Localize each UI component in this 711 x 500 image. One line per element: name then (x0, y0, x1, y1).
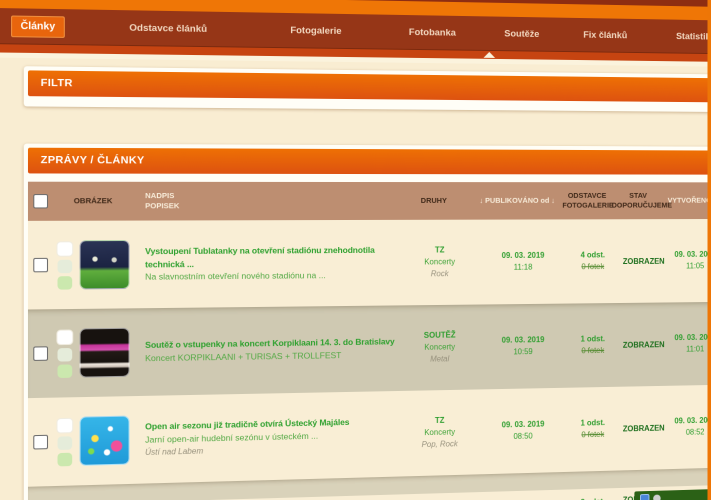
column-header-publikovano[interactable]: ↓ PUBLIKOVÁNO od ↓ (479, 195, 555, 205)
status-badge[interactable]: ZOBRAZEN (622, 423, 665, 433)
table-row: Vystoupení Tublatanky na otevření stadió… (27, 218, 708, 310)
row-status-swatches (53, 417, 76, 466)
photo-count: 0 fotek (581, 429, 605, 440)
swatch-green[interactable] (57, 452, 73, 466)
column-header-vytvoreno[interactable]: VYTVOŘENO (667, 195, 708, 205)
nav-item-fotogalerie[interactable]: Fotogalerie (290, 24, 342, 37)
swatch-pale[interactable] (57, 347, 73, 362)
column-header-popisek[interactable]: POPISEK (145, 201, 180, 211)
column-header-obrazek: OBRÁZEK (73, 196, 113, 206)
article-description: Koncert KORPIKLAANI + TURISAS + TROLLFES… (145, 350, 342, 364)
created-date: 09. 03. 2019 (674, 332, 708, 343)
published-date: 09. 03. 2019 (501, 250, 545, 260)
created-date: 09. 03. 2019 (674, 415, 708, 426)
swatch-white[interactable] (56, 329, 74, 345)
column-header-fotogalerie: FOTOGALERIE (562, 200, 614, 210)
page-body: FILTR ZPRÁVY / ČLÁNKY OBRÁZEK NADPIS POP… (0, 57, 708, 500)
article-types: TZ Koncerty Rock (401, 244, 477, 280)
swatch-white[interactable] (56, 417, 74, 434)
swatch-pale[interactable] (57, 435, 73, 450)
article-title-link[interactable]: Vystoupení Tublatanky na otevření stadió… (145, 244, 375, 270)
nav-pointer-triangle-icon (483, 51, 496, 58)
article-thumbnail-stadium[interactable] (79, 239, 130, 290)
row-checkbox[interactable] (33, 434, 49, 450)
paragraphs-cell: 1 odst. 0 fotek (568, 333, 617, 357)
swatch-pale[interactable] (57, 259, 73, 273)
created-cell: 09. 03. 2019 11:01 (670, 332, 707, 356)
paragraphs-cell: 4 odst. 0 fotek (568, 249, 617, 273)
row-checkbox[interactable] (33, 346, 49, 361)
swatch-white[interactable] (56, 240, 74, 257)
article-genre: Metal (430, 354, 450, 364)
article-type: TZ (434, 245, 445, 255)
column-header-druhy: DRUHY (420, 195, 447, 205)
paragraph-count: 4 odst. (580, 250, 606, 260)
table-row: Soutěž o vstupenky na koncert Korpiklaan… (27, 301, 708, 399)
column-header-stav: STAV (629, 190, 648, 200)
article-genre: Rock (430, 269, 449, 279)
nav-item-clanky[interactable]: Články (11, 14, 65, 38)
mini-gray-icon[interactable] (653, 494, 661, 500)
published-time: 10:59 (513, 347, 533, 357)
nav-item-fix-clanku[interactable]: Fix článků (583, 29, 628, 41)
column-header-doporucujeme: DOPORUČUJEME (611, 200, 673, 210)
column-header-stav-doporucujeme: STAV DOPORUČUJEME (611, 190, 673, 211)
status-badge[interactable]: ZOBRAZEN (622, 256, 665, 266)
row-status-swatches (53, 240, 76, 290)
published-time: 11:18 (513, 262, 533, 272)
table-header-row: OBRÁZEK NADPIS POPISEK DRUHY ↓ PUBLIKOVÁ… (27, 181, 708, 221)
select-all-checkbox[interactable] (33, 194, 49, 209)
nav-item-fotobanka[interactable]: Fotobanka (408, 26, 456, 39)
nav-item-souteze[interactable]: Soutěže (504, 28, 540, 40)
created-date: 09. 03. 2019 (674, 249, 708, 259)
filter-panel: FILTR (23, 66, 708, 113)
photo-count: 0 fotek (581, 346, 605, 356)
published-cell: 09. 03. 2019 10:59 (478, 334, 568, 359)
article-types: TZ Koncerty Pop, Rock (401, 414, 477, 451)
published-cell: 09. 03. 2019 11:18 (478, 250, 568, 274)
paragraphs-cell: 3 odst. (568, 496, 617, 500)
created-cell: 09. 03. 2019 11:05 (670, 249, 707, 273)
created-time: 11:05 (686, 261, 705, 271)
paragraph-count: 1 odst. (580, 334, 606, 344)
article-types: SOUTĚŽ Koncerty Metal (401, 329, 477, 366)
status-badge[interactable]: ZOBRAZEN (622, 339, 665, 350)
column-header-odstavce: ODSTAVCE (567, 190, 607, 200)
created-time: 08:52 (685, 427, 705, 437)
swatch-green[interactable] (57, 275, 73, 290)
article-thumbnail-korpiklaani[interactable] (79, 327, 130, 378)
article-description: Na slavnostním otevření nového stadiónu … (145, 270, 326, 283)
created-cell: 09. 03. 2019 08:52 (670, 415, 707, 439)
articles-panel: ZPRÁVY / ČLÁNKY OBRÁZEK NADPIS POPISEK D… (23, 143, 708, 500)
article-thumbnail-majales[interactable] (79, 415, 130, 466)
paragraphs-cell: 1 odst. 0 fotek (568, 417, 617, 442)
paragraph-count: 3 odst. (568, 496, 617, 500)
row-checkbox[interactable] (33, 257, 49, 273)
column-header-nadpis[interactable]: NADPIS (145, 190, 175, 201)
published-cell: 09. 03. 2019 08:50 (478, 418, 568, 444)
photo-count: 0 fotek (581, 262, 605, 272)
nav-item-odstavce-clanku[interactable]: Odstavce článků (129, 22, 208, 35)
published-time: 08:50 (513, 431, 533, 441)
select-all-cell (28, 194, 53, 209)
created-time: 11:01 (686, 344, 705, 354)
articles-panel-title: ZPRÁVY / ČLÁNKY (27, 147, 708, 175)
swatch-green[interactable] (57, 363, 73, 378)
row-status-swatches (53, 329, 76, 378)
mini-blue-icon[interactable] (640, 493, 650, 500)
column-header-odstavce-fotogalerie: ODSTAVCE FOTOGALERIE (562, 190, 614, 211)
article-genre: Pop, Rock (421, 439, 458, 450)
article-category: Koncerty (424, 257, 456, 267)
nav-item-statistiky-clanku[interactable]: Statistiky článků (676, 30, 708, 43)
column-header-nadpis-popisek[interactable]: NADPIS POPISEK (133, 191, 396, 212)
